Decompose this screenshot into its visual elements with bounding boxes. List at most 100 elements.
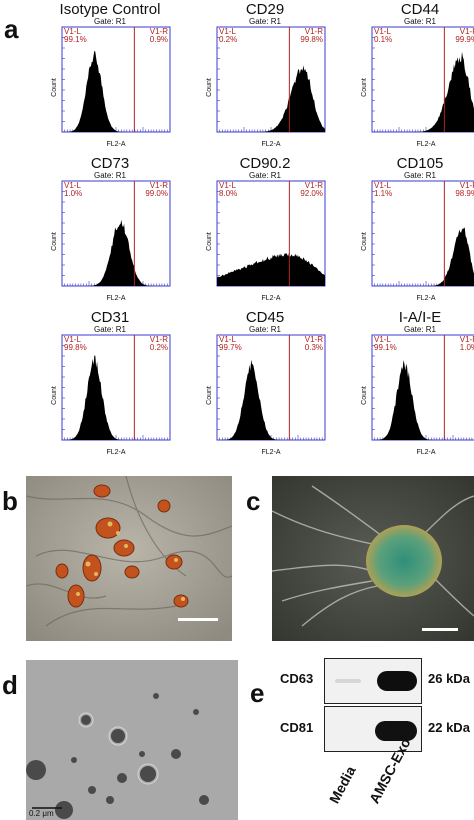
panel-letter-c: c	[246, 486, 261, 516]
band-name-cd63: CD63	[280, 671, 314, 686]
gate-left-name: V1-L	[374, 335, 391, 344]
gate-right-percent: 99.8%	[300, 35, 323, 44]
y-axis-label: Count	[206, 232, 213, 251]
y-axis-label: Count	[361, 232, 368, 251]
cd63-band-media	[335, 679, 361, 683]
gate-left-name: V1-L	[219, 181, 236, 190]
histogram-plot: V1-L1.0% V1-R99.0% FL2-A Count	[51, 180, 171, 302]
histogram-plot: V1-L99.8% V1-R0.2% FL2-A Count	[51, 334, 171, 456]
histogram-distribution	[217, 359, 325, 440]
panel-letter-d: d	[2, 670, 18, 700]
histogram-title: I-A/I-E	[398, 309, 442, 326]
histogram-plot: V1-L99.1% V1-R1.0% FL2-A Count	[361, 334, 474, 456]
histogram-distribution	[372, 227, 474, 286]
band-size-cd63: 26 kDa	[428, 671, 470, 686]
gate-right-percent: 98.9%	[455, 189, 474, 198]
gate-left-name: V1-L	[219, 27, 236, 36]
y-axis-label: Count	[51, 386, 58, 405]
histogram-title: CD44	[400, 1, 440, 18]
gate-left-percent: 1.1%	[374, 189, 392, 198]
histogram-plot: V1-L99.7% V1-R0.3% FL2-A Count	[206, 334, 326, 456]
gate-label: Gate: R1	[403, 17, 436, 26]
lane-label-media: Media	[325, 763, 359, 806]
gate-label: Gate: R1	[248, 325, 281, 334]
tem-micrograph: 0.2 μm	[26, 660, 238, 820]
western-blot-cd81-strip	[324, 706, 422, 752]
cd63-band-amsc-exo	[377, 671, 417, 691]
histogram-plot: V1-L1.1% V1-R98.9% FL2-A Count	[361, 180, 474, 302]
histogram-title: Isotype Control	[59, 1, 161, 18]
histogram-distribution	[62, 219, 170, 286]
histogram-title: CD31	[90, 309, 130, 326]
histogram-plot: V1-L8.0% V1-R92.0% FL2-A Count	[206, 180, 326, 302]
gate-left-percent: 99.8%	[64, 343, 87, 352]
gate-right-name: V1-R	[305, 27, 323, 36]
gate-label: Gate: R1	[93, 17, 126, 26]
x-axis-label: FL2-A	[261, 295, 280, 302]
histogram-distribution	[62, 50, 170, 132]
gate-left-percent: 99.1%	[374, 343, 397, 352]
histogram-plot: V1-L99.1% V1-R0.9% FL2-A Count	[51, 26, 171, 148]
flow-histogram: CD90.2 Gate: R1 V1-L 8.0% V1-R 92.0% FL2-A Coun…	[190, 156, 340, 304]
y-axis-label: Count	[206, 78, 213, 97]
gate-left-percent: 99.1%	[64, 35, 87, 44]
micrograph-alcian-blue	[272, 476, 474, 641]
gate-left-name: V1-L	[374, 181, 391, 190]
gate-right-name: V1-R	[305, 181, 323, 190]
gate-right-percent: 99.0%	[145, 189, 168, 198]
gate-left-name: V1-L	[374, 27, 391, 36]
x-axis-label: FL2-A	[106, 141, 125, 148]
x-axis-label: FL2-A	[416, 449, 435, 456]
gate-left-name: V1-L	[64, 335, 81, 344]
x-axis-label: FL2-A	[261, 449, 280, 456]
panel-letter-e: e	[250, 678, 265, 708]
gate-right-name: V1-R	[305, 335, 323, 344]
scale-bar-label: 0.2 μm	[29, 809, 54, 818]
panel-letter-a: a	[4, 14, 19, 44]
flow-histogram: CD73 Gate: R1 V1-L 1.0% V1-R 99.0% FL2-A Count	[35, 156, 185, 304]
x-axis-label: FL2-A	[416, 295, 435, 302]
gate-right-name: V1-R	[150, 27, 168, 36]
plot-frame	[371, 334, 474, 441]
histogram-plot: V1-L0.2% V1-R99.8% FL2-A Count	[206, 26, 326, 148]
gate-left-percent: 8.0%	[219, 189, 237, 198]
gate-right-percent: 99.9%	[455, 35, 474, 44]
gate-label: Gate: R1	[248, 171, 281, 180]
histogram-distribution	[372, 360, 474, 440]
histogram-distribution	[217, 252, 325, 286]
histogram-plot: V1-L0.1% V1-R99.9% FL2-A Count	[361, 26, 474, 148]
gate-right-percent: 92.0%	[300, 189, 323, 198]
y-axis-label: Count	[206, 386, 213, 405]
gate-label: Gate: R1	[403, 325, 436, 334]
gate-right-name: V1-R	[150, 181, 168, 190]
histogram-title: CD105	[396, 155, 444, 172]
gate-left-percent: 99.7%	[219, 343, 242, 352]
plot-frame	[216, 334, 326, 441]
y-axis-label: Count	[51, 78, 58, 97]
gate-right-percent: 1.0%	[460, 343, 474, 352]
flow-histogram: CD31 Gate: R1 V1-L 99.8% V1-R 0.2% FL2-A Count	[35, 310, 185, 458]
gate-left-name: V1-L	[64, 27, 81, 36]
gate-left-name: V1-L	[219, 335, 236, 344]
band-size-cd81: 22 kDa	[428, 720, 470, 735]
gate-right-name: V1-R	[150, 335, 168, 344]
flow-histogram: Isotype Control Gate: R1 V1-L 99.1% V1-R 0.9%…	[35, 2, 185, 150]
cd81-band-amsc-exo	[375, 721, 417, 741]
y-axis-label: Count	[51, 232, 58, 251]
micrograph-oil-red-o	[26, 476, 232, 641]
gate-left-name: V1-L	[64, 181, 81, 190]
x-axis-label: FL2-A	[261, 141, 280, 148]
band-name-cd81: CD81	[280, 720, 314, 735]
gate-right-name: V1-R	[460, 27, 474, 36]
histogram-title: CD73	[90, 155, 130, 172]
gate-left-percent: 0.1%	[374, 35, 392, 44]
western-blot-cd63-strip	[324, 658, 422, 704]
x-axis-label: FL2-A	[416, 141, 435, 148]
gate-right-name: V1-R	[460, 335, 474, 344]
gate-right-name: V1-R	[460, 181, 474, 190]
histogram-title: CD45	[245, 309, 285, 326]
x-axis-label: FL2-A	[106, 449, 125, 456]
histogram-distribution	[372, 51, 474, 132]
